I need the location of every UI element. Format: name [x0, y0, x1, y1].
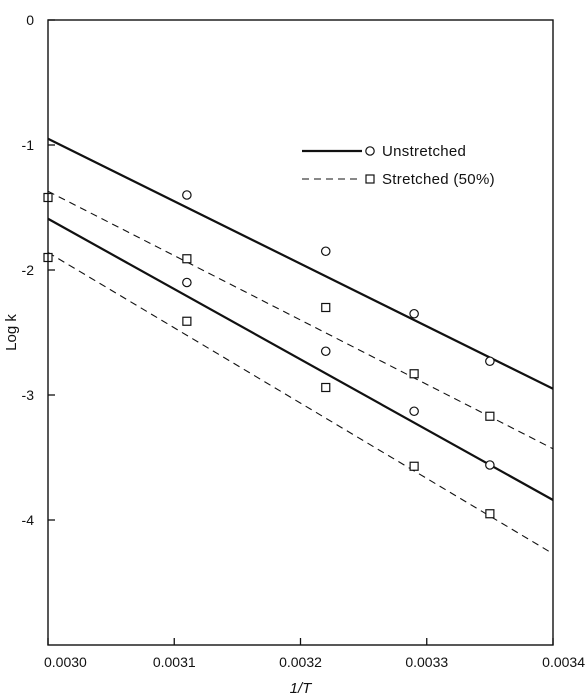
data-point-0-0 — [182, 190, 192, 200]
data-point-3-3 — [409, 461, 419, 471]
legend: Unstretched Stretched (50%) — [302, 143, 495, 188]
fit-line-3 — [47, 252, 554, 555]
legend-label-1: Stretched (50%) — [382, 171, 495, 188]
data-point-1-3 — [409, 369, 419, 379]
x-tick-label-4: 0.0034 — [542, 654, 585, 670]
fit-line-1 — [47, 190, 554, 450]
data-point-3-2 — [321, 382, 331, 393]
fit-line-2 — [47, 217, 554, 501]
y-tick-label-4: -4 — [22, 512, 35, 528]
y-tick-label-3: -3 — [22, 387, 35, 403]
fit-line-0 — [47, 137, 554, 390]
x-axis-label: 1/T — [290, 680, 314, 697]
x-tick-label-0: 0.0030 — [44, 654, 87, 670]
x-axis-ticks: 0.0030 0.0031 0.0032 0.0033 0.0034 — [44, 638, 585, 670]
fit-lines — [47, 137, 554, 555]
y-axis-ticks: 0 -1 -2 -3 -4 — [22, 12, 55, 528]
data-point-0-1 — [320, 246, 331, 257]
legend-label-0: Unstretched — [382, 143, 466, 160]
plot-frame — [47, 19, 554, 646]
data-point-2-2 — [409, 406, 419, 417]
data-point-1-1 — [182, 254, 192, 264]
data-markers — [43, 190, 495, 519]
data-point-2-0 — [182, 277, 192, 288]
x-tick-label-1: 0.0031 — [153, 654, 196, 670]
y-tick-label-0: 0 — [26, 12, 34, 28]
x-tick-label-3: 0.0033 — [405, 654, 448, 670]
data-point-0-3 — [485, 356, 495, 367]
x-tick-label-2: 0.0032 — [279, 654, 322, 670]
data-point-2-3 — [485, 460, 495, 470]
y-tick-label-1: -1 — [22, 137, 35, 153]
data-point-1-2 — [321, 302, 331, 313]
data-point-0-2 — [409, 308, 419, 319]
y-axis-label: Log k — [3, 314, 20, 351]
data-point-3-4 — [485, 509, 495, 519]
data-point-2-1 — [320, 346, 331, 357]
legend-marker-square — [365, 174, 375, 184]
data-point-3-1 — [182, 316, 192, 326]
legend-marker-circle — [365, 146, 375, 156]
y-tick-label-2: -2 — [22, 262, 35, 278]
data-point-1-4 — [485, 411, 495, 421]
